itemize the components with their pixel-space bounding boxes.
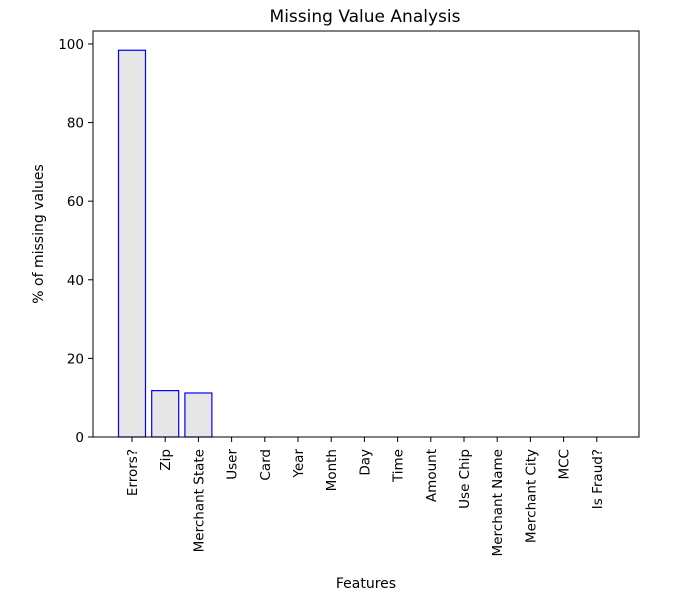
y-tick-label: 20 — [67, 351, 84, 367]
bar — [184, 392, 213, 438]
x-tick-label: User — [225, 449, 241, 480]
x-tick-label: Merchant State — [191, 449, 207, 552]
x-tick-label: Day — [357, 449, 373, 476]
x-axis-label: Features — [336, 576, 396, 592]
y-tick-label: 0 — [75, 430, 84, 446]
bar — [151, 390, 180, 438]
bar — [117, 49, 147, 438]
x-tick-label: Month — [324, 449, 340, 491]
y-tick-label: 80 — [67, 116, 84, 132]
x-tick-label: Year — [291, 449, 307, 479]
y-tick-label: 60 — [67, 194, 84, 210]
x-tick-label: Errors? — [125, 449, 141, 496]
chart-title: Missing Value Analysis — [270, 7, 461, 27]
x-tick-label: Use Chip — [457, 449, 473, 509]
y-axis: 0 20 40 60 80 100 — [58, 37, 93, 446]
x-tick-label: Zip — [158, 449, 174, 471]
x-tick-label: Is Fraud? — [590, 449, 606, 509]
y-axis-label: % of missing values — [31, 164, 47, 303]
y-tick-label: 40 — [67, 273, 84, 289]
plot-frame — [92, 30, 640, 438]
x-tick-label: Merchant Name — [490, 449, 506, 556]
x-tick-label: Time — [391, 449, 407, 483]
x-tick-label: Merchant City — [523, 449, 539, 543]
bars-layer — [117, 49, 213, 438]
x-tick-label: Card — [258, 449, 274, 481]
x-axis: Errors? Zip Merchant State User Card Year Mont… — [125, 437, 606, 556]
x-tick-label: Amount — [424, 449, 440, 502]
y-tick-label: 100 — [58, 37, 84, 53]
x-tick-label: MCC — [557, 449, 573, 480]
